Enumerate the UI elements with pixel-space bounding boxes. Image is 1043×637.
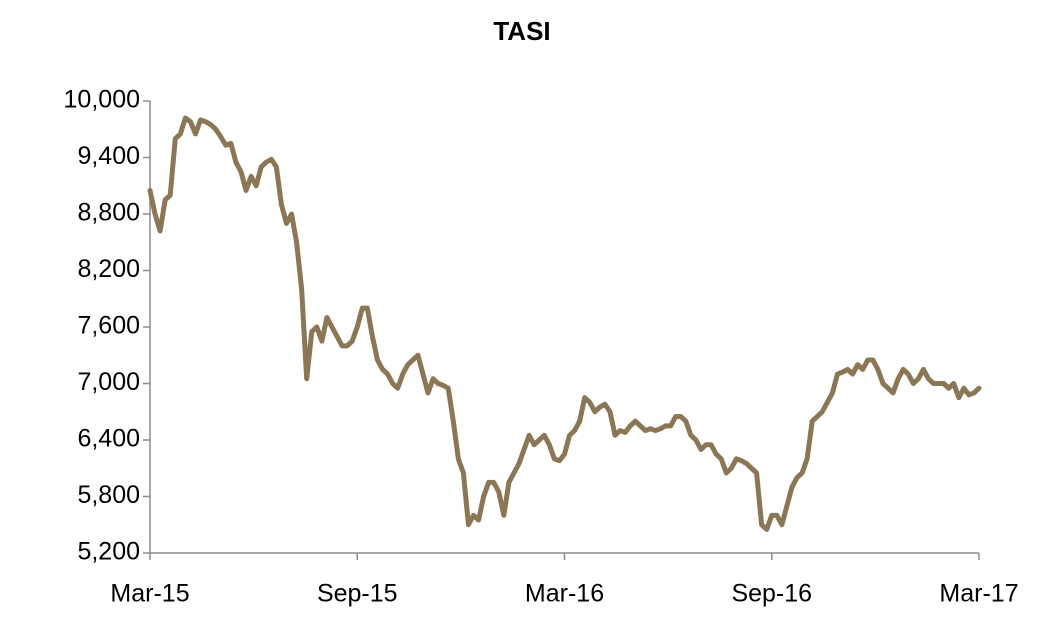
x-tick-label: Mar-15	[110, 580, 189, 608]
y-tick-label: 10,000	[64, 86, 140, 114]
chart-title: TASI	[493, 16, 550, 46]
x-tick-label: Mar-16	[525, 580, 604, 608]
y-tick-label: 5,800	[77, 481, 140, 509]
y-tick-label: 9,400	[77, 142, 140, 170]
y-tick-label: 7,000	[77, 368, 140, 396]
x-tick-label: Mar-17	[939, 580, 1018, 608]
y-tick-label: 8,200	[77, 255, 140, 283]
y-tick-label: 5,200	[77, 538, 140, 566]
y-tick-label: 7,600	[77, 312, 140, 340]
y-tick-label: 6,400	[77, 425, 140, 453]
line-series	[147, 115, 982, 532]
y-tick-label: 8,800	[77, 199, 140, 227]
x-tick-label: Sep-16	[731, 580, 812, 608]
x-tick-label: Sep-15	[317, 580, 398, 608]
